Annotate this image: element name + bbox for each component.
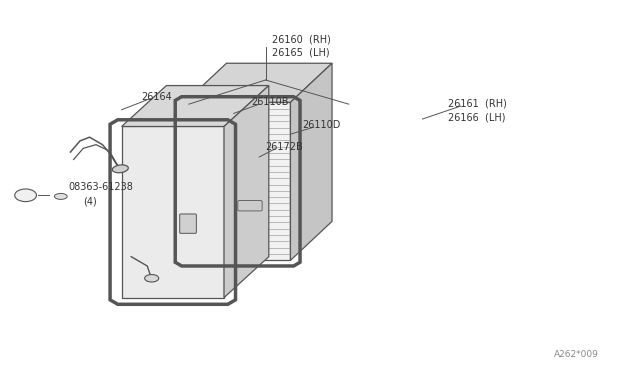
FancyBboxPatch shape [238,201,262,211]
Ellipse shape [54,193,67,199]
Text: 26110B: 26110B [251,97,289,107]
Ellipse shape [112,165,129,173]
Polygon shape [291,63,332,260]
Text: 26165  (LH): 26165 (LH) [272,48,330,58]
Ellipse shape [145,275,159,282]
Polygon shape [185,63,332,102]
Text: 26166  (LH): 26166 (LH) [448,112,506,122]
Text: A262*009: A262*009 [554,350,598,359]
Text: 26160  (RH): 26160 (RH) [272,34,331,44]
Polygon shape [185,102,291,260]
Polygon shape [224,86,269,298]
Text: 26110D: 26110D [302,120,340,129]
Polygon shape [122,126,224,298]
Circle shape [15,189,36,202]
Text: 26172B: 26172B [266,142,303,151]
Text: 26161  (RH): 26161 (RH) [448,99,507,108]
Text: 08363-61238: 08363-61238 [68,182,133,192]
Text: S: S [23,191,28,200]
Text: (4): (4) [83,197,97,206]
Polygon shape [122,86,269,126]
FancyBboxPatch shape [180,214,196,233]
Text: 26164: 26164 [141,93,172,102]
